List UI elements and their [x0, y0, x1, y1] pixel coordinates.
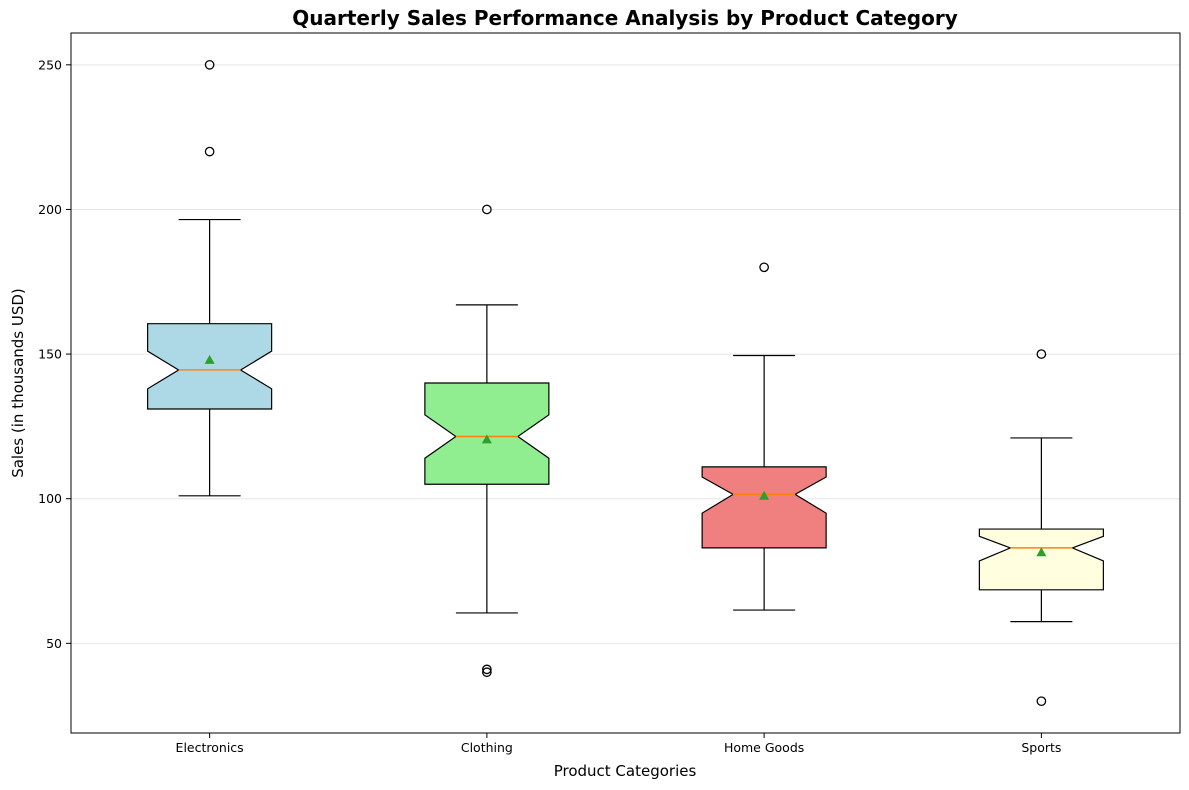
mean-marker [204, 354, 215, 364]
y-tick-label: 200 [38, 202, 62, 217]
box-electronics [147, 59, 273, 497]
x-tick-label: Electronics [176, 740, 244, 755]
x-tick-label: Home Goods [724, 740, 804, 755]
x-axis-label: Product Categories [554, 762, 697, 780]
y-axis-label: Sales (in thousands USD) [9, 288, 27, 478]
y-tick-label: 100 [38, 491, 62, 506]
mean-marker [759, 490, 770, 500]
x-tick-label: Clothing [461, 740, 513, 755]
y-tick-label: 150 [38, 347, 62, 362]
notched-box [147, 323, 273, 410]
outlier-point [482, 667, 492, 678]
outlier-point [1036, 349, 1047, 359]
mean-marker [481, 434, 492, 444]
box-sports [978, 349, 1104, 707]
outlier-point [482, 664, 492, 675]
notched-box [701, 466, 827, 549]
notched-box [424, 382, 550, 485]
plot-area-frame [70, 32, 1181, 734]
outlier-point [204, 146, 215, 157]
notched-box [978, 528, 1104, 591]
chart-title: Quarterly Sales Performance Analysis by … [292, 6, 957, 30]
y-tick-label: 250 [38, 57, 62, 72]
box-clothing [424, 204, 550, 678]
box-home-goods [701, 262, 827, 611]
outlier-point [482, 204, 492, 215]
x-tick-label: Sports [1021, 740, 1061, 755]
outlier-point [759, 262, 769, 273]
mean-marker [1036, 547, 1047, 557]
outlier-point [1036, 696, 1047, 707]
outlier-point [204, 59, 215, 70]
y-tick-label: 50 [46, 636, 62, 651]
